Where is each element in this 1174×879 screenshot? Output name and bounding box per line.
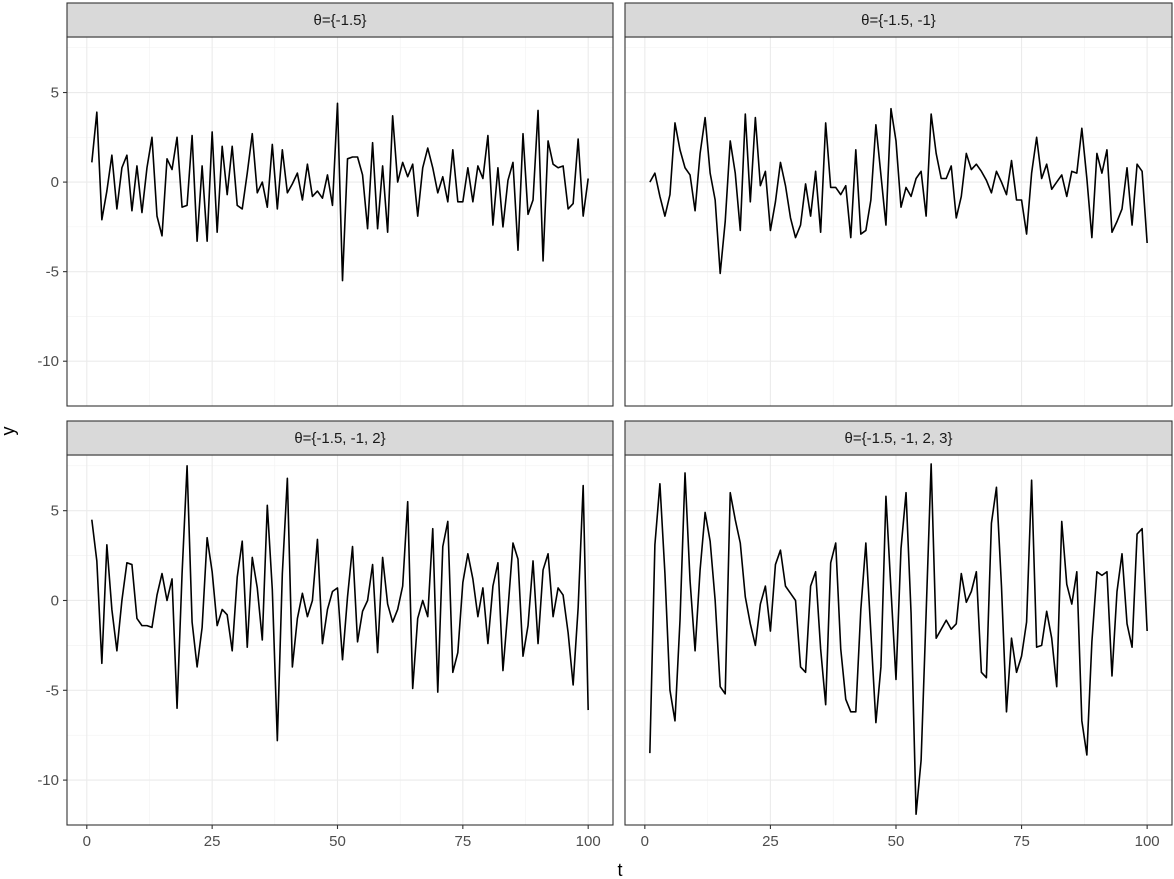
panel-1: θ={-1.5} -10 -5 0 5 bbox=[37, 2, 614, 407]
y-tick-label: -5 bbox=[46, 264, 59, 281]
x-tick-label: 75 bbox=[454, 833, 471, 850]
facet-strip bbox=[624, 2, 1173, 38]
x-tick-label: 0 bbox=[83, 833, 91, 850]
y-tick-label: 0 bbox=[51, 174, 59, 191]
x-tick-label: 50 bbox=[329, 833, 346, 850]
y-axis-title: y bbox=[0, 427, 18, 436]
series-line bbox=[649, 463, 1148, 816]
y-tick-label: 0 bbox=[51, 592, 59, 609]
x-tick-label: 100 bbox=[576, 833, 601, 850]
facet-strip bbox=[624, 420, 1173, 456]
x-tick-label: 100 bbox=[1135, 833, 1160, 850]
facet-strip-label: θ={-1.5, -1} bbox=[861, 12, 936, 29]
series-line bbox=[91, 102, 589, 282]
facet-strip-label: θ={-1.5, -1, 2} bbox=[294, 430, 385, 447]
facet-strip-label: θ={-1.5} bbox=[314, 12, 367, 29]
facet-strip bbox=[66, 2, 614, 38]
facet-strip bbox=[66, 420, 614, 456]
series-line bbox=[649, 107, 1148, 275]
y-tick-label: -5 bbox=[46, 682, 59, 699]
x-tick-label: 75 bbox=[1013, 833, 1030, 850]
series-line bbox=[91, 464, 589, 742]
panel-background bbox=[625, 455, 1172, 825]
x-axis-title: t bbox=[617, 860, 622, 879]
facet-strip-label: θ={-1.5, -1, 2, 3} bbox=[845, 430, 953, 447]
y-tick-label: -10 bbox=[37, 772, 59, 789]
x-tick-label: 50 bbox=[888, 833, 905, 850]
panel-4: θ={-1.5, -1, 2, 3} 0 25 50 75 100 bbox=[624, 420, 1173, 850]
y-tick-label: -10 bbox=[37, 353, 59, 370]
x-tick-label: 25 bbox=[762, 833, 779, 850]
x-tick-label: 0 bbox=[641, 833, 649, 850]
y-tick-label: 5 bbox=[51, 85, 59, 102]
x-tick-label: 25 bbox=[204, 833, 221, 850]
panels-layer: θ={-1.5} -10 -5 0 5 θ={-1.5, -1} θ={-1.5, -1, … bbox=[37, 2, 1173, 850]
y-tick-label: 5 bbox=[51, 503, 59, 520]
panel-2: θ={-1.5, -1} bbox=[624, 2, 1173, 407]
